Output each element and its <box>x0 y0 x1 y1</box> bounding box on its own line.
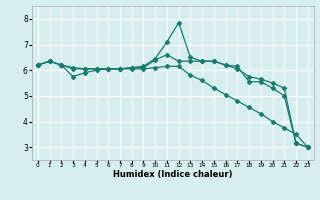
X-axis label: Humidex (Indice chaleur): Humidex (Indice chaleur) <box>113 170 233 179</box>
